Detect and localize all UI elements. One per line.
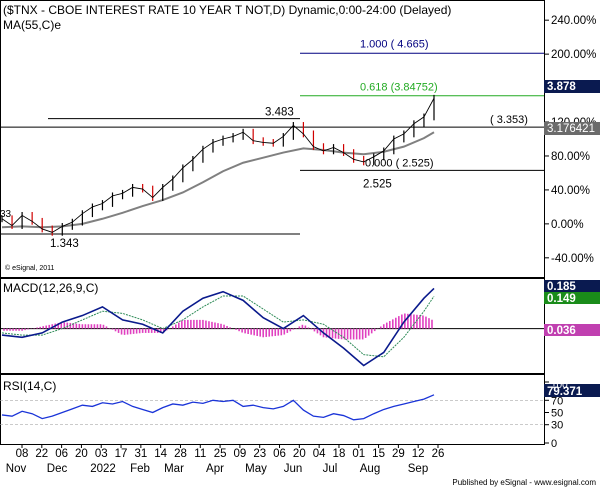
x-month-label: Apr — [206, 463, 224, 475]
hist-badge-label: 0.036 — [547, 325, 576, 337]
x-month-label: Nov — [6, 463, 27, 475]
rsi-y-tick-label: 70 — [551, 395, 563, 407]
x-tick-label: 25 — [214, 448, 227, 460]
copyright: © eSignal, 2011 — [5, 264, 55, 272]
x-tick-label: 26 — [432, 448, 445, 460]
rsi-y-tick-label: 0 — [551, 438, 557, 450]
x-tick-label: 18 — [333, 448, 346, 460]
price-badge — [544, 80, 600, 93]
ma-line — [1, 131, 435, 229]
x-month-label: Aug — [360, 463, 380, 475]
x-axis: 08 22 06 20 03 17 31 14 28 11 25 09 23 06 20 04 18 01 15 29… — [6, 444, 445, 475]
x-tick-label: 29 — [392, 448, 405, 460]
rsi-panel-frame — [0, 374, 545, 445]
x-tick-label: 08 — [16, 448, 29, 460]
high-label: 3.483 — [265, 107, 294, 119]
price-line — [1, 98, 435, 233]
x-tick-label: 09 — [234, 448, 247, 460]
x-tick-label: 15 — [372, 448, 385, 460]
x-month-label: May — [245, 463, 267, 475]
resistance-label: ( 3.353) — [490, 114, 528, 126]
low-label: 1.343 — [50, 238, 79, 250]
rsi-y-tick-label: 50 — [551, 408, 563, 420]
rsi-top-tick-label: 100 — [551, 380, 568, 391]
price-y-tick-label: 200.00% — [551, 49, 596, 61]
price-y-tick-label: -40.00% — [551, 253, 594, 265]
fib-label-1000: 1.000 ( 4.665) — [360, 38, 429, 50]
rsi-line — [1, 394, 435, 421]
x-month-label: Dec — [47, 463, 68, 475]
fib-label-618: 0.618 (3.84752) — [360, 82, 438, 94]
x-month-label: Feb — [130, 463, 150, 475]
x-tick-label: 03 — [95, 448, 108, 460]
ma-label: MA(55,C)e — [3, 18, 61, 32]
rsi-title: RSI(14,C) — [3, 379, 56, 393]
x-tick-label: 06 — [55, 448, 68, 460]
price-y-tick-label: 0.00% — [551, 219, 584, 231]
rsi-badge-label: 79.371 — [547, 386, 583, 398]
x-tick-label: 12 — [412, 448, 425, 460]
x-tick-label: 11 — [194, 448, 206, 460]
ma-badge-label: 3.176421 — [547, 123, 595, 135]
low2-label: 2.525 — [363, 178, 392, 190]
x-month-label: Jun — [284, 463, 303, 475]
signal-badge — [544, 292, 600, 304]
signal-badge-label: 0.149 — [547, 293, 576, 305]
price-badge-label: 3.878 — [547, 81, 576, 93]
x-month-label: 2022 — [90, 463, 116, 475]
x-tick-label: 31 — [134, 448, 147, 460]
macd-badge-label: 0.185 — [547, 281, 576, 293]
x-tick-label: 22 — [35, 448, 48, 460]
x-tick-label: 20 — [293, 448, 306, 460]
footer: Published by eSignal - www.esignal.com — [452, 478, 596, 487]
chart-title: ($TNX - CBOE INTEREST RATE 10 YEAR T NOT… — [3, 3, 451, 17]
x-tick-label: 04 — [313, 448, 326, 460]
macd-signal-line — [1, 295, 435, 358]
x-tick-label: 14 — [154, 448, 167, 460]
price-panel: 240.00%200.00%160.00%120.00%80.00%40.00%… — [0, 15, 600, 265]
price-y-tick-label: 240.00% — [551, 15, 596, 27]
x-month-label: Sep — [408, 463, 428, 475]
edge-label: 33 — [0, 209, 12, 220]
macd-title: MACD(12,26,9,C) — [3, 281, 98, 295]
price-y-tick-label: 80.00% — [551, 151, 590, 163]
x-month-label: Mar — [164, 463, 184, 475]
x-tick-label: 28 — [174, 448, 187, 460]
x-tick-label: 01 — [352, 448, 365, 460]
x-month-label: Jul — [323, 463, 338, 475]
x-tick-label: 23 — [253, 448, 266, 460]
rsi-y-tick-label: 30 — [551, 420, 563, 432]
price-panel-frame — [0, 0, 545, 278]
x-tick-label: 17 — [115, 448, 128, 460]
macd-line — [1, 287, 435, 367]
ma-badge — [544, 122, 600, 135]
hist-badge — [544, 324, 600, 336]
macd-badge — [544, 280, 600, 292]
x-tick-label: 20 — [75, 448, 88, 460]
price-y-tick-label: 40.00% — [551, 185, 590, 197]
rsi-badge — [544, 384, 600, 397]
x-tick-label: 06 — [273, 448, 286, 460]
fib-label-000: 0.000 ( 2.525) — [365, 157, 434, 169]
